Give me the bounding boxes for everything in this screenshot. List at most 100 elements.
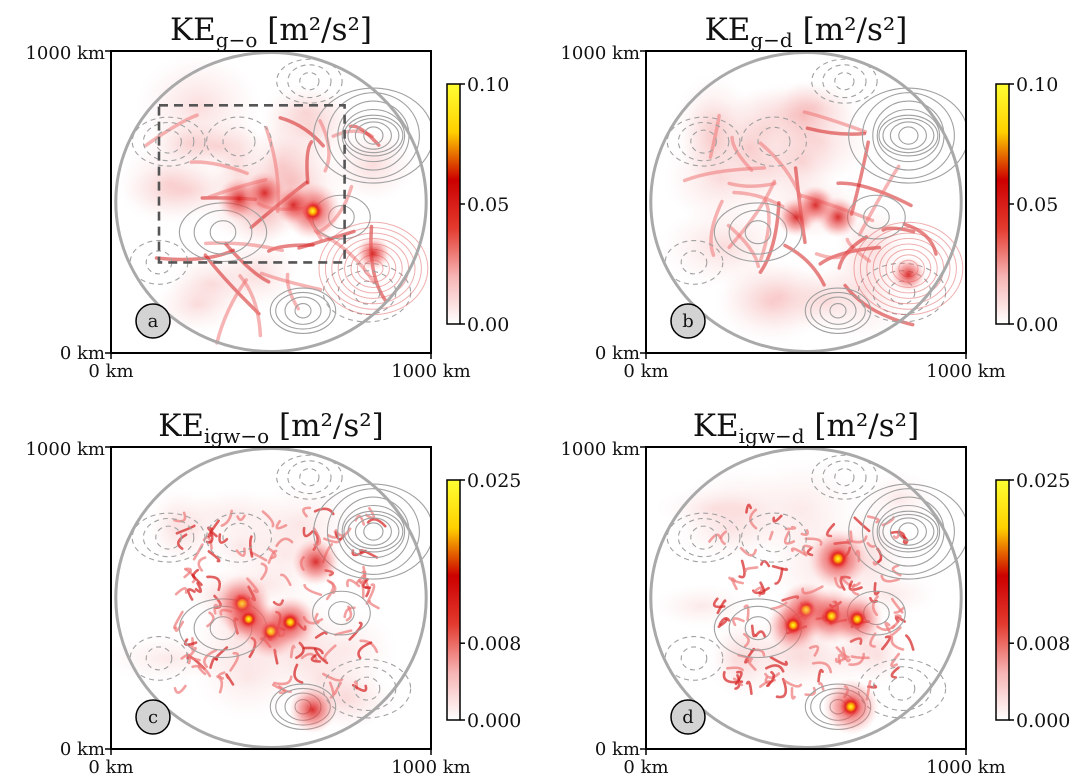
energy-streak: [174, 587, 188, 596]
panel-label: d: [682, 707, 694, 728]
energy-streak: [682, 166, 767, 183]
contour: [299, 72, 320, 91]
contour: [861, 488, 955, 575]
energy-streak: [194, 581, 203, 594]
eddy-ring: [324, 227, 422, 310]
contour: [680, 250, 708, 275]
energy-streak: [191, 664, 212, 678]
energy-streak: [275, 537, 294, 548]
title-main: KE: [693, 408, 739, 444]
contour: [341, 108, 406, 163]
colorbar-bar: [995, 83, 1010, 325]
contour: [206, 512, 272, 563]
energy-streak: [280, 573, 292, 587]
energy-streak: [709, 199, 724, 257]
title-units: [m²/s²]: [269, 408, 384, 444]
energy-streak: [708, 113, 721, 159]
energy-streak: [302, 526, 314, 538]
panel-label-badge: [135, 303, 171, 339]
energy-streak: [300, 652, 318, 661]
x-tick-label: 1000 km: [391, 361, 471, 382]
energy-streak: [881, 226, 916, 234]
energy-streak: [758, 141, 803, 199]
contour: [741, 116, 807, 167]
energy-streak: [174, 620, 185, 632]
energy-streak: [303, 583, 323, 596]
plot-frame: [645, 446, 967, 750]
panel-label: a: [148, 311, 159, 332]
contour: [811, 58, 878, 104]
colorbar-tick-label: 0.10: [467, 74, 509, 96]
haze-blob: [330, 127, 416, 203]
contour: [666, 116, 741, 167]
plot-content: [114, 51, 431, 353]
contour: [822, 460, 867, 495]
energy-streak: [302, 506, 312, 518]
colorbar-tick-label: 0.000: [467, 710, 521, 732]
y-tick-label: 0 km: [60, 739, 105, 760]
contour: [677, 121, 730, 162]
axis-ticks: [640, 50, 967, 359]
energy-streak: [205, 531, 214, 544]
contour: [284, 296, 322, 325]
energy-streak: [207, 550, 221, 563]
title-subscript: g−d: [750, 28, 793, 52]
energy-streak: [731, 617, 745, 627]
colorbar: 0.000 0.008 0.025: [446, 470, 521, 732]
energy-streak: [738, 559, 746, 579]
colorbar-bar: [446, 83, 461, 325]
title-main: KE: [705, 12, 751, 48]
energy-streak: [873, 582, 880, 596]
energy-streak: [236, 514, 246, 522]
contour: [363, 522, 384, 541]
energy-streak: [224, 242, 271, 284]
contour: [834, 468, 855, 487]
x-tick-label: 0 km: [88, 757, 133, 778]
y-tick-label: 0 km: [60, 343, 105, 364]
hotspot-halo: [356, 236, 391, 271]
energy-streak: [175, 524, 196, 535]
energy-streak: [890, 530, 906, 544]
energy-streak: [811, 661, 833, 674]
hotspot-halo: [796, 185, 836, 225]
contour: [744, 220, 772, 245]
energy-streak: [891, 614, 902, 630]
panel-title: KEg−d [m²/s²]: [705, 12, 908, 52]
contour: [131, 116, 206, 167]
energy-streak: [277, 685, 287, 694]
x-tick-label: 0 km: [623, 757, 668, 778]
energy-streak: [225, 673, 235, 686]
energy-streak: [848, 652, 865, 666]
plot-content: [649, 51, 966, 353]
contour: [347, 513, 400, 550]
energy-streak: [782, 679, 803, 688]
energy-streak: [310, 654, 322, 663]
energy-streak: [716, 599, 727, 615]
plot-content: [649, 447, 966, 749]
energy-streak: [348, 621, 363, 641]
energy-streak: [818, 681, 825, 691]
panel-title: KEigw−d [m²/s²]: [693, 408, 919, 448]
contour: [155, 525, 182, 550]
panel-c: 0 km 1000 km 0 km 1000 km KEigw−o [m²/s²] c 0.…: [25, 408, 521, 778]
energy-streak: [261, 510, 275, 528]
energy-streak: [718, 617, 731, 626]
energy-streak: [766, 670, 776, 688]
energy-streak: [749, 508, 758, 530]
subregion-box: [157, 104, 346, 264]
energy-streak: [866, 542, 876, 548]
energy-streak: [790, 687, 796, 700]
energy-streak: [368, 600, 380, 610]
hotspot-core: [279, 611, 301, 633]
title-subscript: igw−d: [739, 424, 805, 448]
energy-streak: [905, 634, 915, 651]
x-tick-label: 1000 km: [391, 757, 471, 778]
energy-streak: [188, 637, 194, 649]
energy-streak: [764, 672, 781, 679]
contour: [664, 636, 724, 681]
title-subscript: igw−o: [204, 424, 269, 448]
energy-streak: [366, 518, 387, 528]
energy-streak: [238, 274, 263, 338]
energy-streak: [176, 533, 188, 550]
energy-streak: [144, 113, 199, 148]
